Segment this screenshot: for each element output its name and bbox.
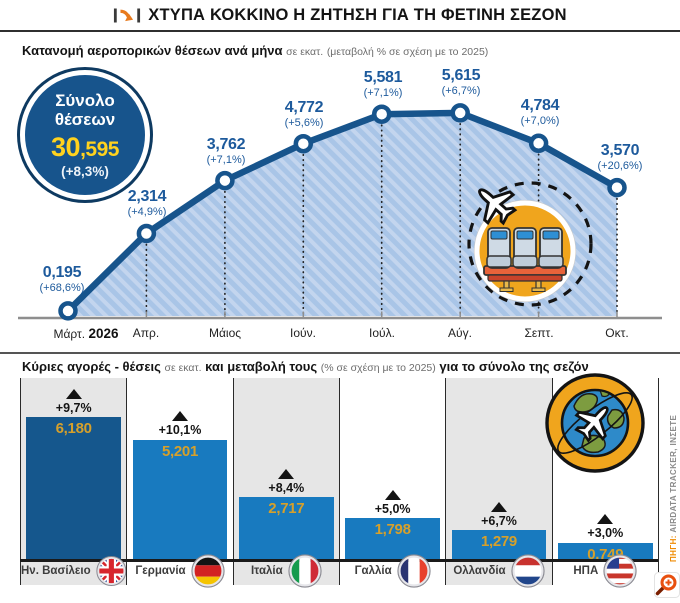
market-column-usa: +3,0% 0,749 ΗΠΑ [551, 378, 658, 588]
point-label: 2,314 (+4,9%) [127, 188, 167, 218]
demand-marker [450, 103, 470, 123]
bar-pct-block: +9,7% [21, 388, 126, 415]
market-bar: 1,798 [345, 518, 441, 560]
market-column-netherlands: +6,7% 1,279 Ολλανδία [445, 378, 552, 588]
point-label: 5,615 (+6,7%) [441, 67, 481, 97]
subtitle-note: (μεταβολή % σε σχέση με το 2025) [326, 46, 489, 58]
country-label: Ιταλία [250, 565, 283, 577]
italy-flag-icon [288, 554, 322, 588]
market-column-uk: +9,7% 6,180 Ην. Βασίλειο [20, 378, 127, 588]
monthly-seats-chart: 0,195 (+68,6%) 2,314 (+4,9%) 3,762 (+7,1%) … [0, 60, 680, 352]
subtitle-bold: Κατανομή αεροπορικών θέσεων ανά μήνα [22, 43, 283, 58]
total-seats-badge: Σύνολο θέσεων 30,595 (+8,3%) [20, 70, 150, 200]
zoom-button[interactable] [654, 572, 680, 601]
month-label: Ιούλ. [369, 326, 395, 340]
increase-triangle-icon [171, 411, 188, 422]
demand-marker [607, 177, 627, 198]
total-seats-value: 30,595 [51, 131, 119, 162]
market-column-germany: +10,1% 5,201 Γερμανία [126, 378, 232, 588]
country-row: Γερμανία [127, 554, 232, 588]
bar-pct-block: +3,0% [553, 514, 658, 540]
month-label: Σεπτ. [524, 326, 554, 340]
month-label: Μάρτ. 2026 [53, 326, 119, 341]
header: ΧΤΥΠΑ ΚΟΚΚΙΝΟ Η ΖΗΤΗΣΗ ΓΙΑ ΤΗ ΦΕΤΙΝΗ ΣΕΖ… [0, 0, 680, 32]
country-label: Γερμανία [135, 565, 186, 577]
bar-columns: +9,7% 6,180 Ην. Βασίλειο [20, 378, 659, 588]
increase-triangle-icon [65, 388, 82, 399]
increase-triangle-icon [490, 501, 507, 512]
month-label: Ιούν. [290, 326, 316, 340]
point-label: 4,772 (+5,6%) [284, 99, 324, 129]
section-divider [0, 352, 680, 354]
country-label: Ολλανδία [453, 565, 506, 577]
bar-pct-block: +6,7% [446, 501, 551, 528]
germany-flag-icon [191, 554, 225, 588]
country-label: ΗΠΑ [573, 565, 599, 577]
point-label: 3,762 (+7,1%) [206, 136, 246, 166]
airplane-seats-icon [467, 181, 593, 307]
market-bar: 6,180 [26, 417, 122, 560]
page-title: ΧΤΥΠΑ ΚΟΚΚΙΝΟ Η ΖΗΤΗΣΗ ΓΙΑ ΤΗ ΦΕΤΙΝΗ ΣΕΖ… [148, 5, 567, 24]
market-column-france: +5,0% 1,798 Γαλλία [338, 378, 445, 588]
seat-icon [486, 227, 512, 269]
source-credit: ΠΗΓΗ: AIRDATA TRACKER, ΙΝΣΕΤΕ [669, 386, 678, 562]
demand-marker [371, 104, 392, 124]
point-label: 5,581 (+7,1%) [363, 69, 403, 99]
country-row: Ιταλία [234, 554, 339, 588]
bar-chart-baseline [20, 559, 658, 562]
subtitle-unit: σε εκατ. [286, 46, 324, 58]
country-label: Ην. Βασίλειο [21, 565, 91, 577]
month-label: Μάιος [208, 326, 242, 340]
trend-arrow-icon [114, 8, 141, 22]
month-label: Απρ. [132, 326, 160, 340]
point-label: 4,784 (+7,0%) [520, 97, 560, 127]
increase-triangle-icon [278, 468, 295, 479]
increase-triangle-icon [597, 514, 614, 525]
magnifier-icon [654, 572, 680, 598]
market-bar: 2,717 [238, 497, 334, 560]
demand-marker [528, 133, 549, 154]
bar-pct-block: +8,4% [234, 468, 339, 495]
market-column-italy: +8,4% 2,717 Ιταλία [232, 378, 339, 588]
top-chart-subtitle: Κατανομή αεροπορικών θέσεων ανά μήνα σε … [22, 43, 488, 58]
seat-icon [538, 227, 564, 269]
increase-triangle-icon [384, 489, 401, 500]
country-row: ΗΠΑ [553, 554, 658, 588]
netherlands-flag-icon [511, 554, 545, 588]
country-label: Γαλλία [354, 565, 392, 577]
seat-icon [512, 227, 538, 269]
globe-airplane-icon [545, 373, 645, 473]
demand-marker [136, 223, 157, 244]
demand-marker [293, 133, 314, 154]
bottom-chart-subtitle: Κύριες αγορές - θέσεις σε εκατ. και μετα… [22, 359, 589, 374]
bar-pct-block: +10,1% [127, 411, 232, 437]
source-text: AIRDATA TRACKER, ΙΝΣΕΤΕ [669, 414, 678, 533]
demand-marker [215, 170, 235, 191]
france-flag-icon [397, 554, 431, 588]
demand-markers [58, 103, 627, 321]
point-label: 3,570 (+20,6%) [597, 142, 643, 172]
point-label: 0,195 (+68,6%) [39, 264, 85, 294]
country-row: Ολλανδία [446, 554, 551, 588]
airplane-icon [478, 188, 518, 226]
airplane-icon [574, 406, 609, 443]
country-row: Γαλλία [340, 554, 445, 588]
bar-pct-block: +5,0% [340, 489, 445, 516]
demand-marker [58, 301, 78, 321]
source-label: ΠΗΓΗ: [669, 535, 678, 562]
axis-ticks [67, 311, 618, 318]
usa-flag-icon [603, 554, 637, 588]
uk-flag-icon [95, 555, 126, 587]
month-label: Οκτ. [605, 326, 629, 340]
month-label: Αύγ. [448, 326, 472, 340]
demand-line [64, 109, 621, 315]
market-bar: 5,201 [132, 439, 228, 560]
country-row: Ην. Βασίλειο [21, 554, 126, 588]
markets-bar-chart: +9,7% 6,180 Ην. Βασίλειο [0, 373, 680, 603]
